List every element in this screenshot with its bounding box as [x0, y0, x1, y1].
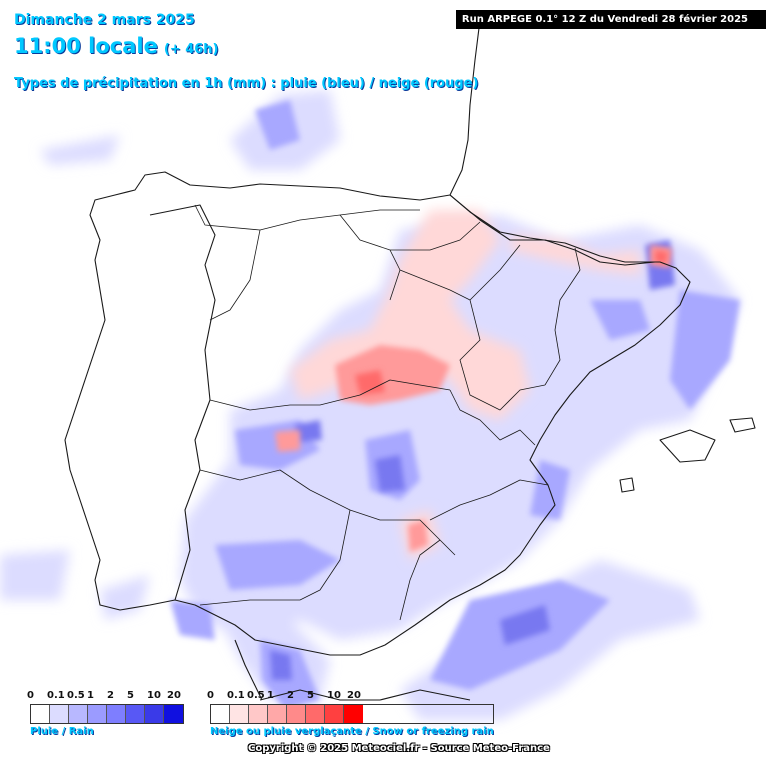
rain-legend-tick: 0.5: [67, 690, 85, 701]
rain-legend-tick: 1: [87, 690, 94, 701]
model-run-banner: Run ARPEGE 0.1° 12 Z du Vendredi 28 févr…: [455, 10, 766, 29]
rain-legend-swatch: [31, 705, 50, 723]
portugal-spain-border: [149, 204, 216, 601]
coastlines-and-borders: [64, 19, 756, 701]
snow-legend-tick: 10: [327, 690, 341, 701]
snow-legend-swatch: [211, 705, 230, 723]
rain-legend-swatch: [164, 705, 183, 723]
region-borders: [194, 204, 581, 621]
rain-legend-swatch: [50, 705, 69, 723]
rain-legend-swatch: [107, 705, 126, 723]
rain-legend: 0 0.1 0.5 1 2 5 10 20 Pluie / Rain: [27, 690, 184, 737]
rain-legend-tick: 20: [167, 690, 181, 701]
forecast-lead-time: (+ 46h): [163, 42, 219, 57]
snow-legend-tick: 1: [267, 690, 274, 701]
forecast-date: Dimanche 2 mars 2025: [14, 12, 195, 28]
iberian-coastline: [64, 104, 691, 656]
morocco-coast: [259, 689, 471, 701]
rain-legend-swatch: [126, 705, 145, 723]
snow-legend-swatch: [249, 705, 268, 723]
rain-legend-tick: 0: [27, 690, 34, 701]
snow-legend-caption: Neige ou pluie verglaçante / Snow or fre…: [210, 726, 494, 737]
rain-legend-caption: Pluie / Rain: [30, 726, 94, 737]
snow-legend-swatch: [344, 705, 363, 723]
snow-legend-tick: 0: [207, 690, 214, 701]
snow-legend-tick: 2: [287, 690, 294, 701]
snow-legend-tick: 20: [347, 690, 361, 701]
rain-legend-ticks: 0 0.1 0.5 1 2 5 10 20: [27, 690, 184, 704]
gibraltar-tip: [234, 639, 263, 701]
mallorca: [659, 429, 716, 463]
menorca: [729, 417, 756, 433]
rain-legend-swatch: [145, 705, 164, 723]
snow-legend: 0 0.1 0.5 1 2 5 10 20 Neige ou pluie verglaçant…: [207, 690, 494, 737]
rain-legend-tick: 0.1: [47, 690, 65, 701]
copyright-notice: Copyright © 2025 Meteociel.fr - Source M…: [248, 743, 550, 754]
rain-legend-tick: 5: [127, 690, 134, 701]
rain-legend-tick: 10: [147, 690, 161, 701]
forecast-hour: 11:00 locale (+ 46h): [14, 34, 219, 58]
snow-field-strong: [355, 250, 668, 395]
snow-legend-swatch: [287, 705, 306, 723]
rain-legend-swatch: [69, 705, 88, 723]
snow-legend-tick: 0.1: [227, 690, 245, 701]
france-coast: [469, 19, 481, 106]
snow-legend-swatches: [210, 704, 494, 724]
snow-legend-swatch: [268, 705, 287, 723]
france-spain-border: [449, 194, 656, 266]
forecast-hour-value: 11:00 locale: [14, 34, 158, 58]
snow-legend-ticks: 0 0.1 0.5 1 2 5 10 20: [207, 690, 494, 704]
snow-legend-swatch: [306, 705, 325, 723]
rain-legend-swatch: [88, 705, 107, 723]
snow-legend-swatch: [325, 705, 344, 723]
precipitation-type-title: Types de précipitation en 1h (mm) : plui…: [14, 76, 479, 91]
ibiza: [619, 477, 635, 493]
snow-legend-tick: 5: [307, 690, 314, 701]
rain-legend-tick: 2: [107, 690, 114, 701]
rain-legend-swatches: [30, 704, 184, 724]
snow-legend-swatch: [230, 705, 249, 723]
snow-legend-tick: 0.5: [247, 690, 265, 701]
